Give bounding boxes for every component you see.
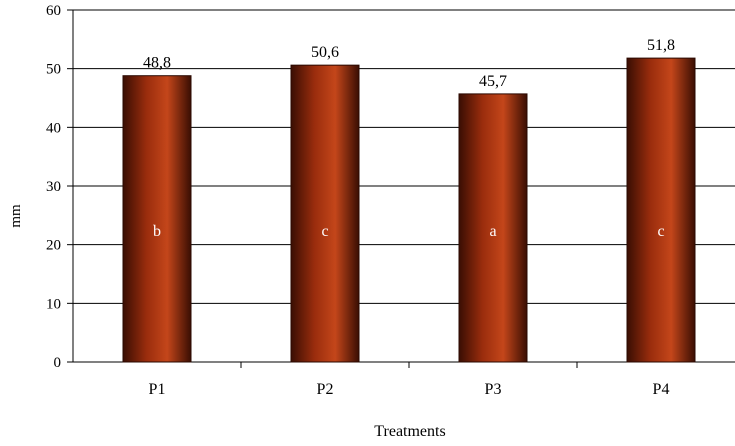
y-tick-label: 10 — [46, 296, 61, 312]
y-tick-label: 60 — [46, 3, 61, 19]
y-tick-label: 50 — [46, 62, 61, 78]
significance-letter: a — [489, 223, 496, 240]
data-label: 50,6 — [311, 44, 339, 61]
significance-letter: b — [153, 223, 161, 240]
x-tick-label: P3 — [485, 381, 502, 398]
significance-letter: c — [321, 223, 328, 240]
y-tick-label: 30 — [46, 179, 61, 195]
y-tick-label: 40 — [46, 120, 61, 136]
bar-p2 — [290, 64, 360, 363]
bar-p3 — [458, 93, 528, 363]
x-tick-label: P4 — [653, 381, 670, 398]
bars — [122, 57, 696, 363]
x-tick-label: P2 — [317, 381, 334, 398]
data-label: 51,8 — [647, 37, 675, 54]
y-axis-title: mm — [8, 204, 24, 228]
x-axis-title: Treatments — [374, 423, 445, 440]
y-tick-label: 0 — [54, 355, 62, 371]
labels: 0 10 20 30 40 50 60 48,8 b P1 50,6 c P2 45,7 a P3 51,8 c P… — [46, 3, 675, 398]
bar-p1 — [122, 75, 192, 363]
data-label: 45,7 — [479, 73, 507, 90]
y-tick-label: 20 — [46, 238, 61, 254]
significance-letter: c — [657, 223, 664, 240]
x-tick-label: P1 — [149, 381, 166, 398]
data-label: 48,8 — [143, 55, 171, 72]
bar-p4 — [626, 57, 696, 363]
